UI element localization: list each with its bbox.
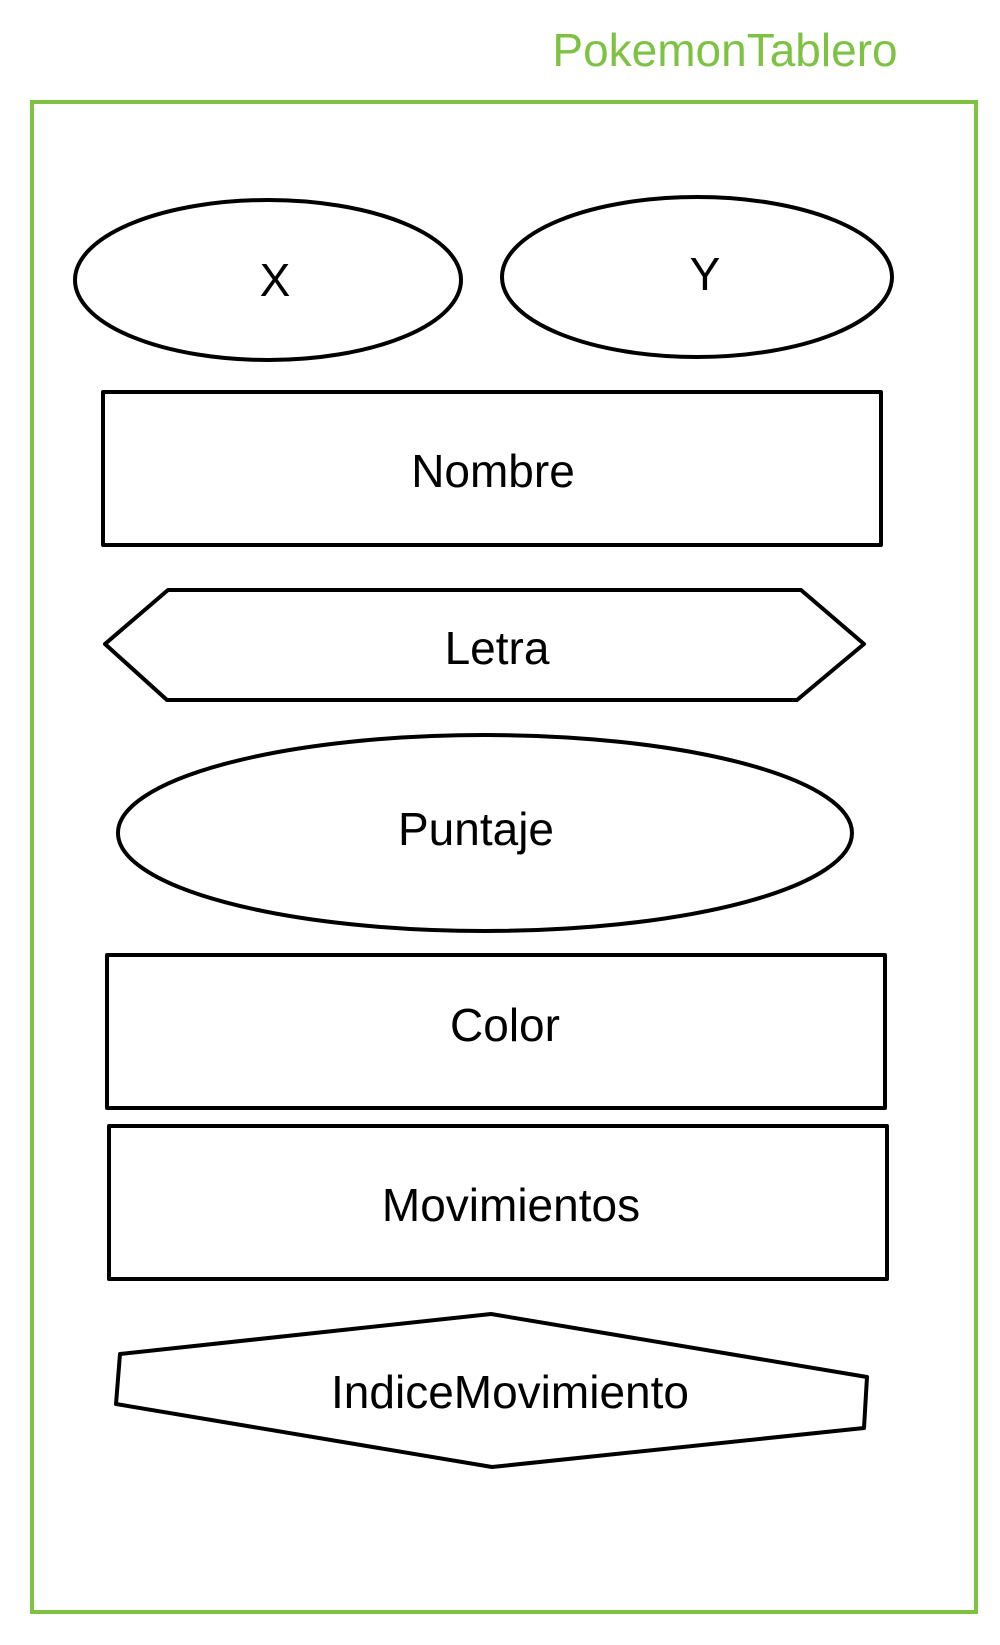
y-ellipse — [500, 195, 894, 359]
y-label: Y — [690, 248, 721, 300]
puntaje-ellipse — [116, 733, 854, 933]
container-title: PokemonTablero — [552, 24, 897, 76]
movimientos-box — [107, 1124, 889, 1281]
nombre-box — [101, 390, 883, 547]
field-y: Y — [500, 195, 894, 359]
nombre-label: Nombre — [411, 445, 575, 497]
field-nombre: Nombre — [101, 390, 883, 547]
x-ellipse — [73, 198, 463, 362]
puntaje-label: Puntaje — [398, 803, 554, 855]
field-letra: Letra — [103, 588, 866, 702]
indice-movimiento-label: IndiceMovimiento — [331, 1366, 689, 1418]
container-frame — [30, 100, 978, 1614]
movimientos-label: Movimientos — [382, 1179, 640, 1231]
field-x: X — [73, 198, 463, 362]
x-label: X — [260, 254, 291, 306]
indice-movimiento-hexagon — [114, 1312, 869, 1469]
field-indice-movimiento: IndiceMovimiento — [114, 1312, 869, 1469]
color-box — [105, 953, 887, 1110]
letra-label: Letra — [445, 622, 550, 674]
field-movimientos: Movimientos — [107, 1124, 889, 1281]
field-puntaje: Puntaje — [116, 733, 854, 933]
color-label: Color — [450, 999, 560, 1051]
letra-hexagon — [103, 588, 866, 702]
field-color: Color — [105, 953, 887, 1110]
